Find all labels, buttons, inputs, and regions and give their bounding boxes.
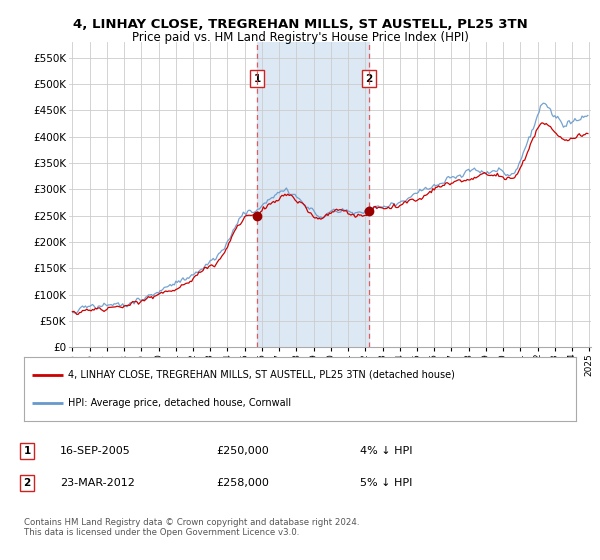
Text: Contains HM Land Registry data © Crown copyright and database right 2024.
This d: Contains HM Land Registry data © Crown c… — [24, 518, 359, 538]
Text: 4, LINHAY CLOSE, TREGREHAN MILLS, ST AUSTELL, PL25 3TN (detached house): 4, LINHAY CLOSE, TREGREHAN MILLS, ST AUS… — [68, 370, 455, 380]
Text: £250,000: £250,000 — [216, 446, 269, 456]
Text: 4% ↓ HPI: 4% ↓ HPI — [360, 446, 413, 456]
Text: 16-SEP-2005: 16-SEP-2005 — [60, 446, 131, 456]
Text: £258,000: £258,000 — [216, 478, 269, 488]
Text: 1: 1 — [23, 446, 31, 456]
Text: 2: 2 — [365, 73, 373, 83]
Text: 4, LINHAY CLOSE, TREGREHAN MILLS, ST AUSTELL, PL25 3TN: 4, LINHAY CLOSE, TREGREHAN MILLS, ST AUS… — [73, 18, 527, 31]
Text: 5% ↓ HPI: 5% ↓ HPI — [360, 478, 412, 488]
Text: Price paid vs. HM Land Registry's House Price Index (HPI): Price paid vs. HM Land Registry's House … — [131, 31, 469, 44]
Text: 1: 1 — [253, 73, 260, 83]
Text: HPI: Average price, detached house, Cornwall: HPI: Average price, detached house, Corn… — [68, 398, 291, 408]
Text: 23-MAR-2012: 23-MAR-2012 — [60, 478, 135, 488]
Bar — [257, 42, 369, 347]
Text: 2: 2 — [23, 478, 31, 488]
